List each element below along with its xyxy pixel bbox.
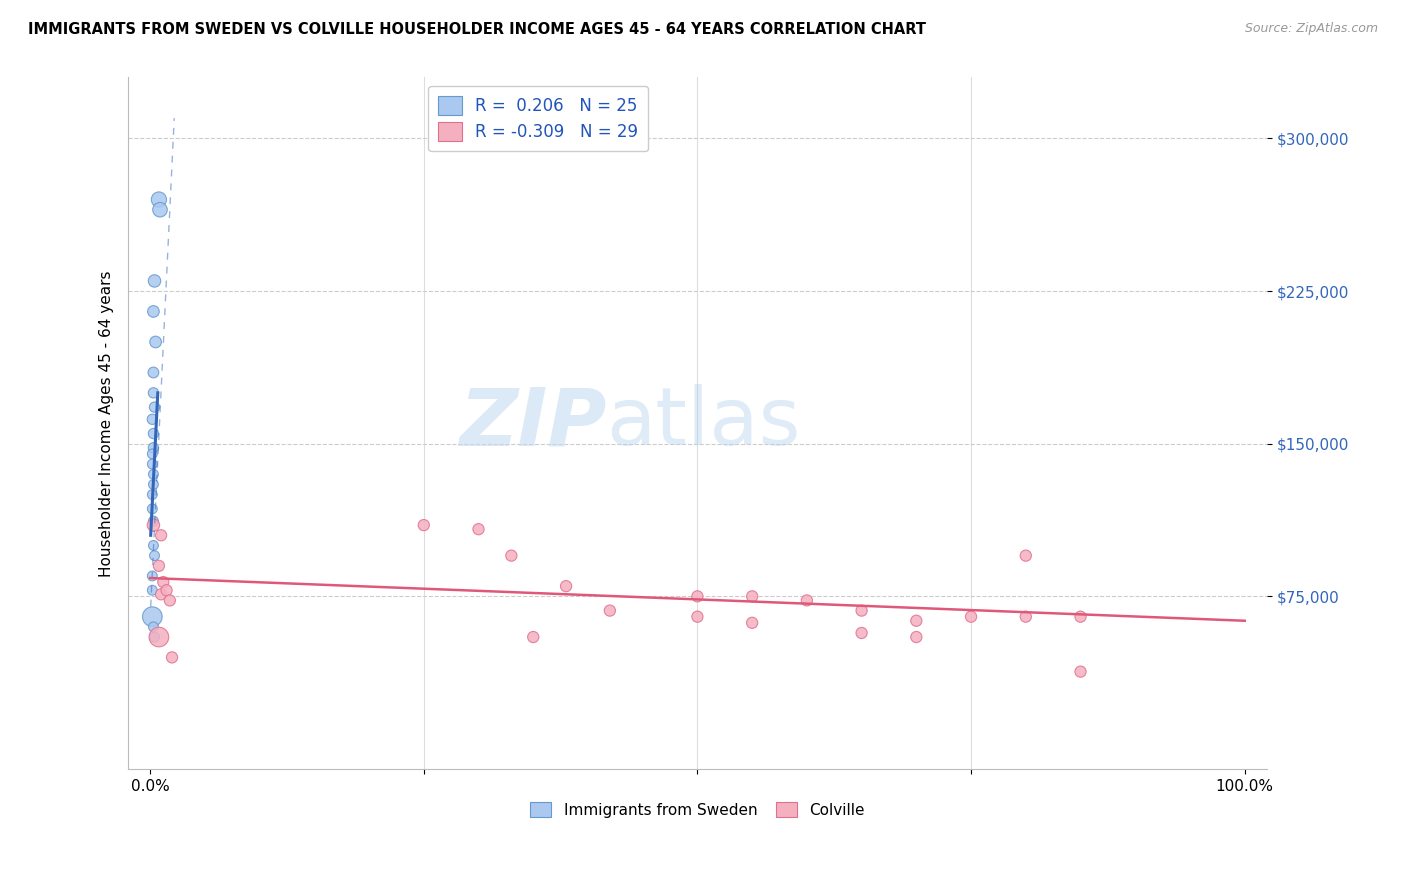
Point — [152, 575, 174, 590]
Point — [1070, 609, 1092, 624]
Point — [741, 615, 763, 630]
Point — [1015, 549, 1038, 563]
Point — [141, 487, 163, 501]
Point — [142, 539, 165, 553]
Point — [141, 457, 163, 471]
Point — [142, 518, 165, 533]
Point — [142, 477, 165, 491]
Text: atlas: atlas — [606, 384, 801, 462]
Point — [851, 626, 873, 640]
Point — [150, 528, 173, 542]
Point — [555, 579, 578, 593]
Y-axis label: Householder Income Ages 45 - 64 years: Householder Income Ages 45 - 64 years — [100, 270, 114, 576]
Point — [1070, 665, 1092, 679]
Point — [851, 604, 873, 618]
Point — [412, 518, 434, 533]
Point — [141, 501, 163, 516]
Point — [160, 650, 183, 665]
Point — [142, 304, 165, 318]
Point — [142, 620, 165, 634]
Point — [142, 385, 165, 400]
Point — [501, 549, 523, 563]
Point — [905, 630, 928, 644]
Point — [148, 630, 170, 644]
Point — [141, 412, 163, 426]
Point — [522, 630, 544, 644]
Point — [148, 558, 170, 573]
Point — [143, 400, 166, 414]
Legend: Immigrants from Sweden, Colville: Immigrants from Sweden, Colville — [524, 796, 870, 824]
Point — [142, 441, 165, 455]
Point — [145, 334, 167, 349]
Point — [142, 467, 165, 482]
Point — [141, 583, 163, 598]
Point — [741, 590, 763, 604]
Point — [141, 569, 163, 583]
Text: IMMIGRANTS FROM SWEDEN VS COLVILLE HOUSEHOLDER INCOME AGES 45 - 64 YEARS CORRELA: IMMIGRANTS FROM SWEDEN VS COLVILLE HOUSE… — [28, 22, 927, 37]
Text: ZIP: ZIP — [458, 384, 606, 462]
Point — [142, 426, 165, 441]
Point — [141, 609, 163, 624]
Point — [599, 604, 621, 618]
Point — [1015, 609, 1038, 624]
Point — [150, 587, 173, 601]
Point — [686, 590, 709, 604]
Point — [143, 274, 166, 288]
Point — [905, 614, 928, 628]
Point — [148, 193, 170, 207]
Point — [467, 522, 489, 536]
Point — [796, 593, 818, 607]
Point — [149, 202, 172, 217]
Point — [142, 366, 165, 380]
Point — [155, 583, 177, 598]
Point — [159, 593, 181, 607]
Point — [686, 609, 709, 624]
Point — [143, 549, 166, 563]
Point — [960, 609, 983, 624]
Point — [143, 630, 166, 644]
Point — [142, 514, 165, 528]
Point — [141, 447, 163, 461]
Text: Source: ZipAtlas.com: Source: ZipAtlas.com — [1244, 22, 1378, 36]
